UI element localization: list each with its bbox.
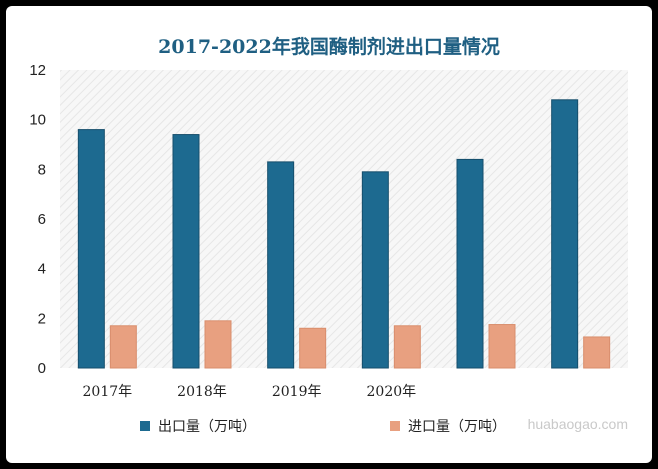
bar-import <box>299 327 327 369</box>
y-tick-label: 6 <box>38 211 46 228</box>
bar-export <box>267 161 295 369</box>
legend-swatch-import <box>390 421 400 431</box>
legend-swatch-export <box>140 421 150 431</box>
bar-export <box>456 158 484 369</box>
watermark: huabaogao.com <box>527 416 628 432</box>
y-tick-label: 2 <box>38 310 46 327</box>
bar-export <box>77 129 105 369</box>
legend-item-export: 出口量（万吨） <box>140 416 256 436</box>
chart-frame: 2017-2022年我国酶制剂进出口量情况 0 2 4 6 8 10 12 2017年 201… <box>6 6 652 463</box>
bar-import <box>583 336 611 369</box>
bar-export <box>172 134 200 369</box>
legend-item-import: 进口量（万吨） <box>390 416 506 436</box>
bar-chart: 0 2 4 6 8 10 12 2017年 2018年 2019年 2020年 <box>29 62 628 400</box>
y-tick-label: 4 <box>38 261 46 278</box>
x-tick-label: 2020年 <box>367 384 417 400</box>
legend-label-export: 出口量（万吨） <box>158 419 256 435</box>
y-tick-label: 8 <box>38 161 46 178</box>
x-tick-label: 2019年 <box>272 384 322 400</box>
y-tick-label: 10 <box>29 112 46 129</box>
bar-import <box>393 325 421 369</box>
legend-label-import: 进口量（万吨） <box>408 419 506 435</box>
x-tick-label: 2017年 <box>83 384 133 400</box>
bar-import <box>109 325 137 369</box>
bar-export <box>361 171 389 369</box>
bar-export <box>551 99 579 369</box>
x-tick-label: 2018年 <box>177 384 227 400</box>
legend: 出口量（万吨） 进口量（万吨） <box>6 412 652 442</box>
chart-title: 2017-2022年我国酶制剂进出口量情况 <box>158 36 500 58</box>
plot-area <box>60 70 628 368</box>
bar-import <box>488 324 516 369</box>
y-tick-label: 12 <box>29 62 46 79</box>
y-tick-label: 0 <box>38 360 46 377</box>
bar-import <box>204 320 232 369</box>
